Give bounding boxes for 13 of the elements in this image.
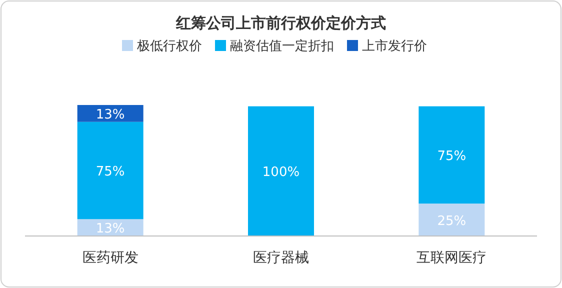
data-label: 75% <box>437 148 466 164</box>
data-label: 100% <box>262 165 300 180</box>
legend-label: 极低行权价 <box>136 39 202 54</box>
legend-label: 融资估值一定折扣 <box>230 39 334 54</box>
x-tick-label: 医疗器械 <box>253 250 309 266</box>
data-label: 13% <box>96 222 125 237</box>
x-tick-label: 互联网医疗 <box>416 250 487 266</box>
chart-title: 红筹公司上市前行权价定价方式 <box>175 14 386 32</box>
data-label: 75% <box>96 164 125 180</box>
legend-label: 上市发行价 <box>362 39 427 54</box>
x-tick-label: 医药研发 <box>82 250 138 266</box>
data-label: 25% <box>437 214 466 229</box>
data-label: 13% <box>96 107 125 122</box>
